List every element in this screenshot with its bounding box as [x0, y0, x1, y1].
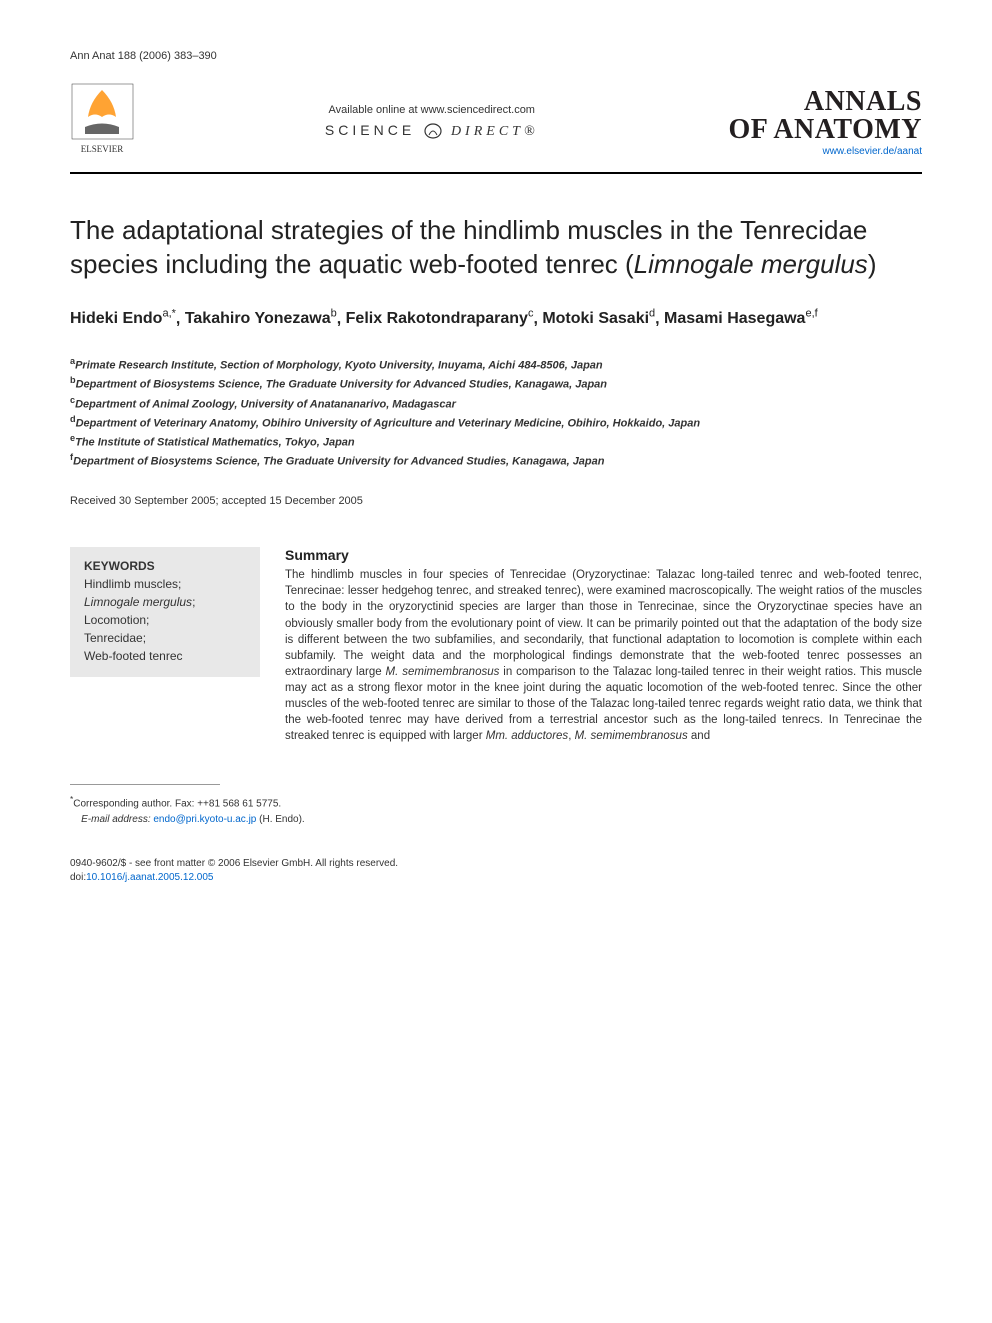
author: Motoki Sasakid	[542, 310, 655, 327]
keywords-heading: KEYWORDS	[84, 559, 246, 573]
author: Takahiro Yonezawab	[185, 310, 337, 327]
doi-link[interactable]: 10.1016/j.aanat.2005.12.005	[86, 872, 213, 883]
author: Masami Hasegawae,f	[664, 310, 818, 327]
corr-email-suffix: (H. Endo).	[256, 814, 304, 825]
affiliation: fDepartment of Biosystems Science, The G…	[70, 451, 922, 470]
author: Felix Rakotondraparanyc	[346, 310, 534, 327]
journal-title-1: ANNALS	[729, 88, 922, 116]
header-divider	[70, 172, 922, 174]
corresponding-author: *Corresponding author. Fax: ++81 568 61 …	[70, 793, 922, 826]
journal-url[interactable]: www.elsevier.de/aanat	[729, 146, 922, 157]
affiliations-list: aPrimate Research Institute, Section of …	[70, 355, 922, 470]
keyword-item: Tenrecidae;	[84, 629, 246, 647]
affiliation: aPrimate Research Institute, Section of …	[70, 355, 922, 374]
sd-logo-left: SCIENCE	[325, 122, 415, 138]
article-title: The adaptational strategies of the hindl…	[70, 214, 922, 282]
keyword-item: Limnogale mergulus;	[84, 593, 246, 611]
sd-available-text: Available online at www.sciencedirect.co…	[135, 104, 729, 116]
sciencedirect-logo: SCIENCE DIRECT®	[135, 122, 729, 140]
journal-title-2: OF ANATOMY	[729, 116, 922, 144]
corr-email[interactable]: endo@pri.kyoto-u.ac.jp	[153, 814, 256, 825]
journal-block: ANNALS OF ANATOMY www.elsevier.de/aanat	[729, 88, 922, 157]
summary-text: The hindlimb muscles in four species of …	[285, 567, 922, 744]
keyword-item: Locomotion;	[84, 611, 246, 629]
header-row: ELSEVIER Available online at www.science…	[70, 82, 922, 162]
svg-text:ELSEVIER: ELSEVIER	[81, 144, 124, 154]
affiliation: eThe Institute of Statistical Mathematic…	[70, 432, 922, 451]
copyright-block: 0940-9602/$ - see front matter © 2006 El…	[70, 857, 922, 885]
title-part2: )	[868, 249, 877, 279]
copyright-doi-line: doi:10.1016/j.aanat.2005.12.005	[70, 871, 922, 885]
affiliation: dDepartment of Veterinary Anatomy, Obihi…	[70, 413, 922, 432]
affiliation: cDepartment of Animal Zoology, Universit…	[70, 394, 922, 413]
corr-label: Corresponding author. Fax: ++81 568 61 5…	[73, 799, 281, 810]
header-reference: Ann Anat 188 (2006) 383–390	[70, 50, 922, 62]
article-dates: Received 30 September 2005; accepted 15 …	[70, 495, 922, 507]
keywords-list: Hindlimb muscles;Limnogale mergulus;Loco…	[84, 575, 246, 665]
elsevier-logo: ELSEVIER	[70, 82, 135, 162]
keyword-item: Hindlimb muscles;	[84, 575, 246, 593]
affiliation: bDepartment of Biosystems Science, The G…	[70, 374, 922, 393]
title-italic: Limnogale mergulus	[634, 249, 868, 279]
keywords-box: KEYWORDS Hindlimb muscles;Limnogale merg…	[70, 547, 260, 677]
corr-email-label: E-mail address:	[81, 814, 150, 825]
authors-list: Hideki Endoa,*, Takahiro Yonezawab, Feli…	[70, 307, 922, 331]
author: Hideki Endoa,*	[70, 310, 176, 327]
sciencedirect-block: Available online at www.sciencedirect.co…	[135, 104, 729, 140]
copyright-line1: 0940-9602/$ - see front matter © 2006 El…	[70, 857, 922, 871]
content-row: KEYWORDS Hindlimb muscles;Limnogale merg…	[70, 547, 922, 744]
summary-block: Summary The hindlimb muscles in four spe…	[285, 547, 922, 744]
doi-prefix: doi:	[70, 872, 86, 883]
summary-heading: Summary	[285, 547, 922, 563]
sd-logo-right: DIRECT®	[451, 124, 539, 139]
footer-divider	[70, 784, 220, 785]
keyword-item: Web-footed tenrec	[84, 647, 246, 665]
